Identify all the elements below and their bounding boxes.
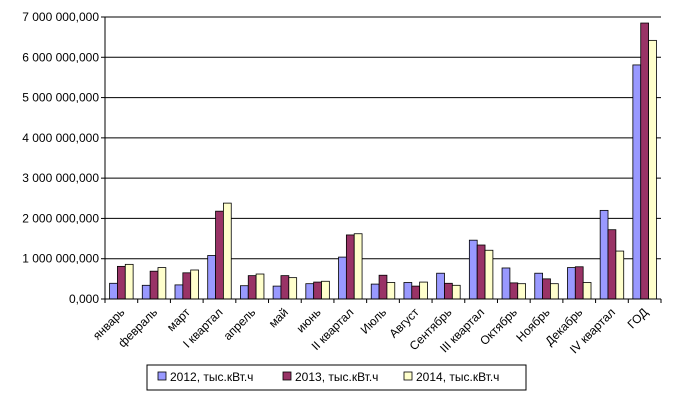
bar (468, 239, 478, 300)
bar (550, 283, 559, 300)
bar (451, 284, 461, 300)
bar (599, 209, 609, 300)
bar (313, 281, 322, 300)
y-tick-label: 3 000 000,000 (22, 171, 99, 185)
bar (567, 267, 576, 300)
bar (117, 265, 126, 300)
legend-label: 2013, тыс.кВт.ч (295, 370, 378, 384)
bar (109, 282, 118, 300)
legend-swatch (157, 371, 167, 381)
bar (648, 39, 657, 300)
legend: 2012, тыс.кВт.ч 2013, тыс.кВт.ч 2014, тыс.… (146, 364, 527, 391)
legend-swatch (282, 371, 292, 381)
bar (476, 244, 486, 300)
bar (190, 269, 199, 300)
bar (582, 282, 592, 300)
bar (305, 283, 315, 300)
bar (615, 250, 625, 300)
bar (240, 285, 249, 300)
bar (182, 272, 192, 300)
bar (272, 285, 282, 300)
bar (222, 202, 232, 300)
bar (542, 278, 551, 300)
bar (501, 267, 511, 300)
bar (378, 274, 388, 300)
legend-label: 2012, тыс.кВт.ч (170, 370, 253, 384)
x-tick-label: Июль (358, 305, 390, 337)
y-axis-tick-labels: 0,000 1 000 000,000 2 000 000,000 3 000 000… (22, 10, 99, 306)
bar (157, 267, 167, 300)
bar (640, 22, 649, 300)
legend-label: 2014, тыс.кВт.ч (416, 370, 499, 384)
bar (149, 270, 159, 300)
bar (255, 273, 265, 300)
y-tick-label: 7 000 000,000 (22, 10, 99, 24)
gridlines (101, 16, 661, 300)
bar (124, 263, 134, 300)
y-tick-label: 5 000 000,000 (22, 91, 99, 105)
x-tick-label: июнь (294, 305, 324, 335)
bar (386, 282, 396, 300)
bar (403, 282, 413, 300)
legend-box (146, 364, 527, 391)
bar (419, 281, 428, 300)
y-tick-label: 2 000 000,000 (22, 211, 99, 225)
bar (574, 266, 584, 300)
bars (109, 22, 657, 300)
bar (174, 284, 184, 300)
y-tick-label: 6 000 000,000 (22, 50, 99, 64)
bar (141, 284, 151, 300)
bar (484, 249, 494, 300)
bar (247, 275, 257, 300)
bar (353, 233, 363, 300)
bar (607, 229, 617, 300)
y-tick-label: 1 000 000,000 (22, 252, 99, 266)
bar (444, 282, 453, 300)
bar (436, 272, 445, 300)
y-tick-label: 0,000 (69, 292, 99, 306)
bar (321, 280, 330, 300)
x-tick-label: май (266, 305, 291, 330)
bar (338, 256, 347, 300)
axes (104, 17, 661, 300)
x-tick-label: ГОД (625, 305, 651, 331)
bar (411, 285, 421, 300)
plot-area (105, 17, 661, 299)
bar (632, 64, 642, 300)
bar (345, 234, 355, 300)
bar (215, 210, 224, 300)
bar (280, 275, 290, 300)
bar (370, 283, 380, 300)
x-tick-label: март (164, 305, 193, 334)
bar (207, 255, 216, 300)
y-tick-label: 4 000 000,000 (22, 131, 99, 145)
bar (517, 283, 526, 300)
bar (288, 277, 298, 300)
legend-swatch (403, 371, 413, 381)
bar (509, 282, 519, 300)
x-tick-label: апрель (221, 305, 259, 343)
bar (534, 272, 544, 300)
